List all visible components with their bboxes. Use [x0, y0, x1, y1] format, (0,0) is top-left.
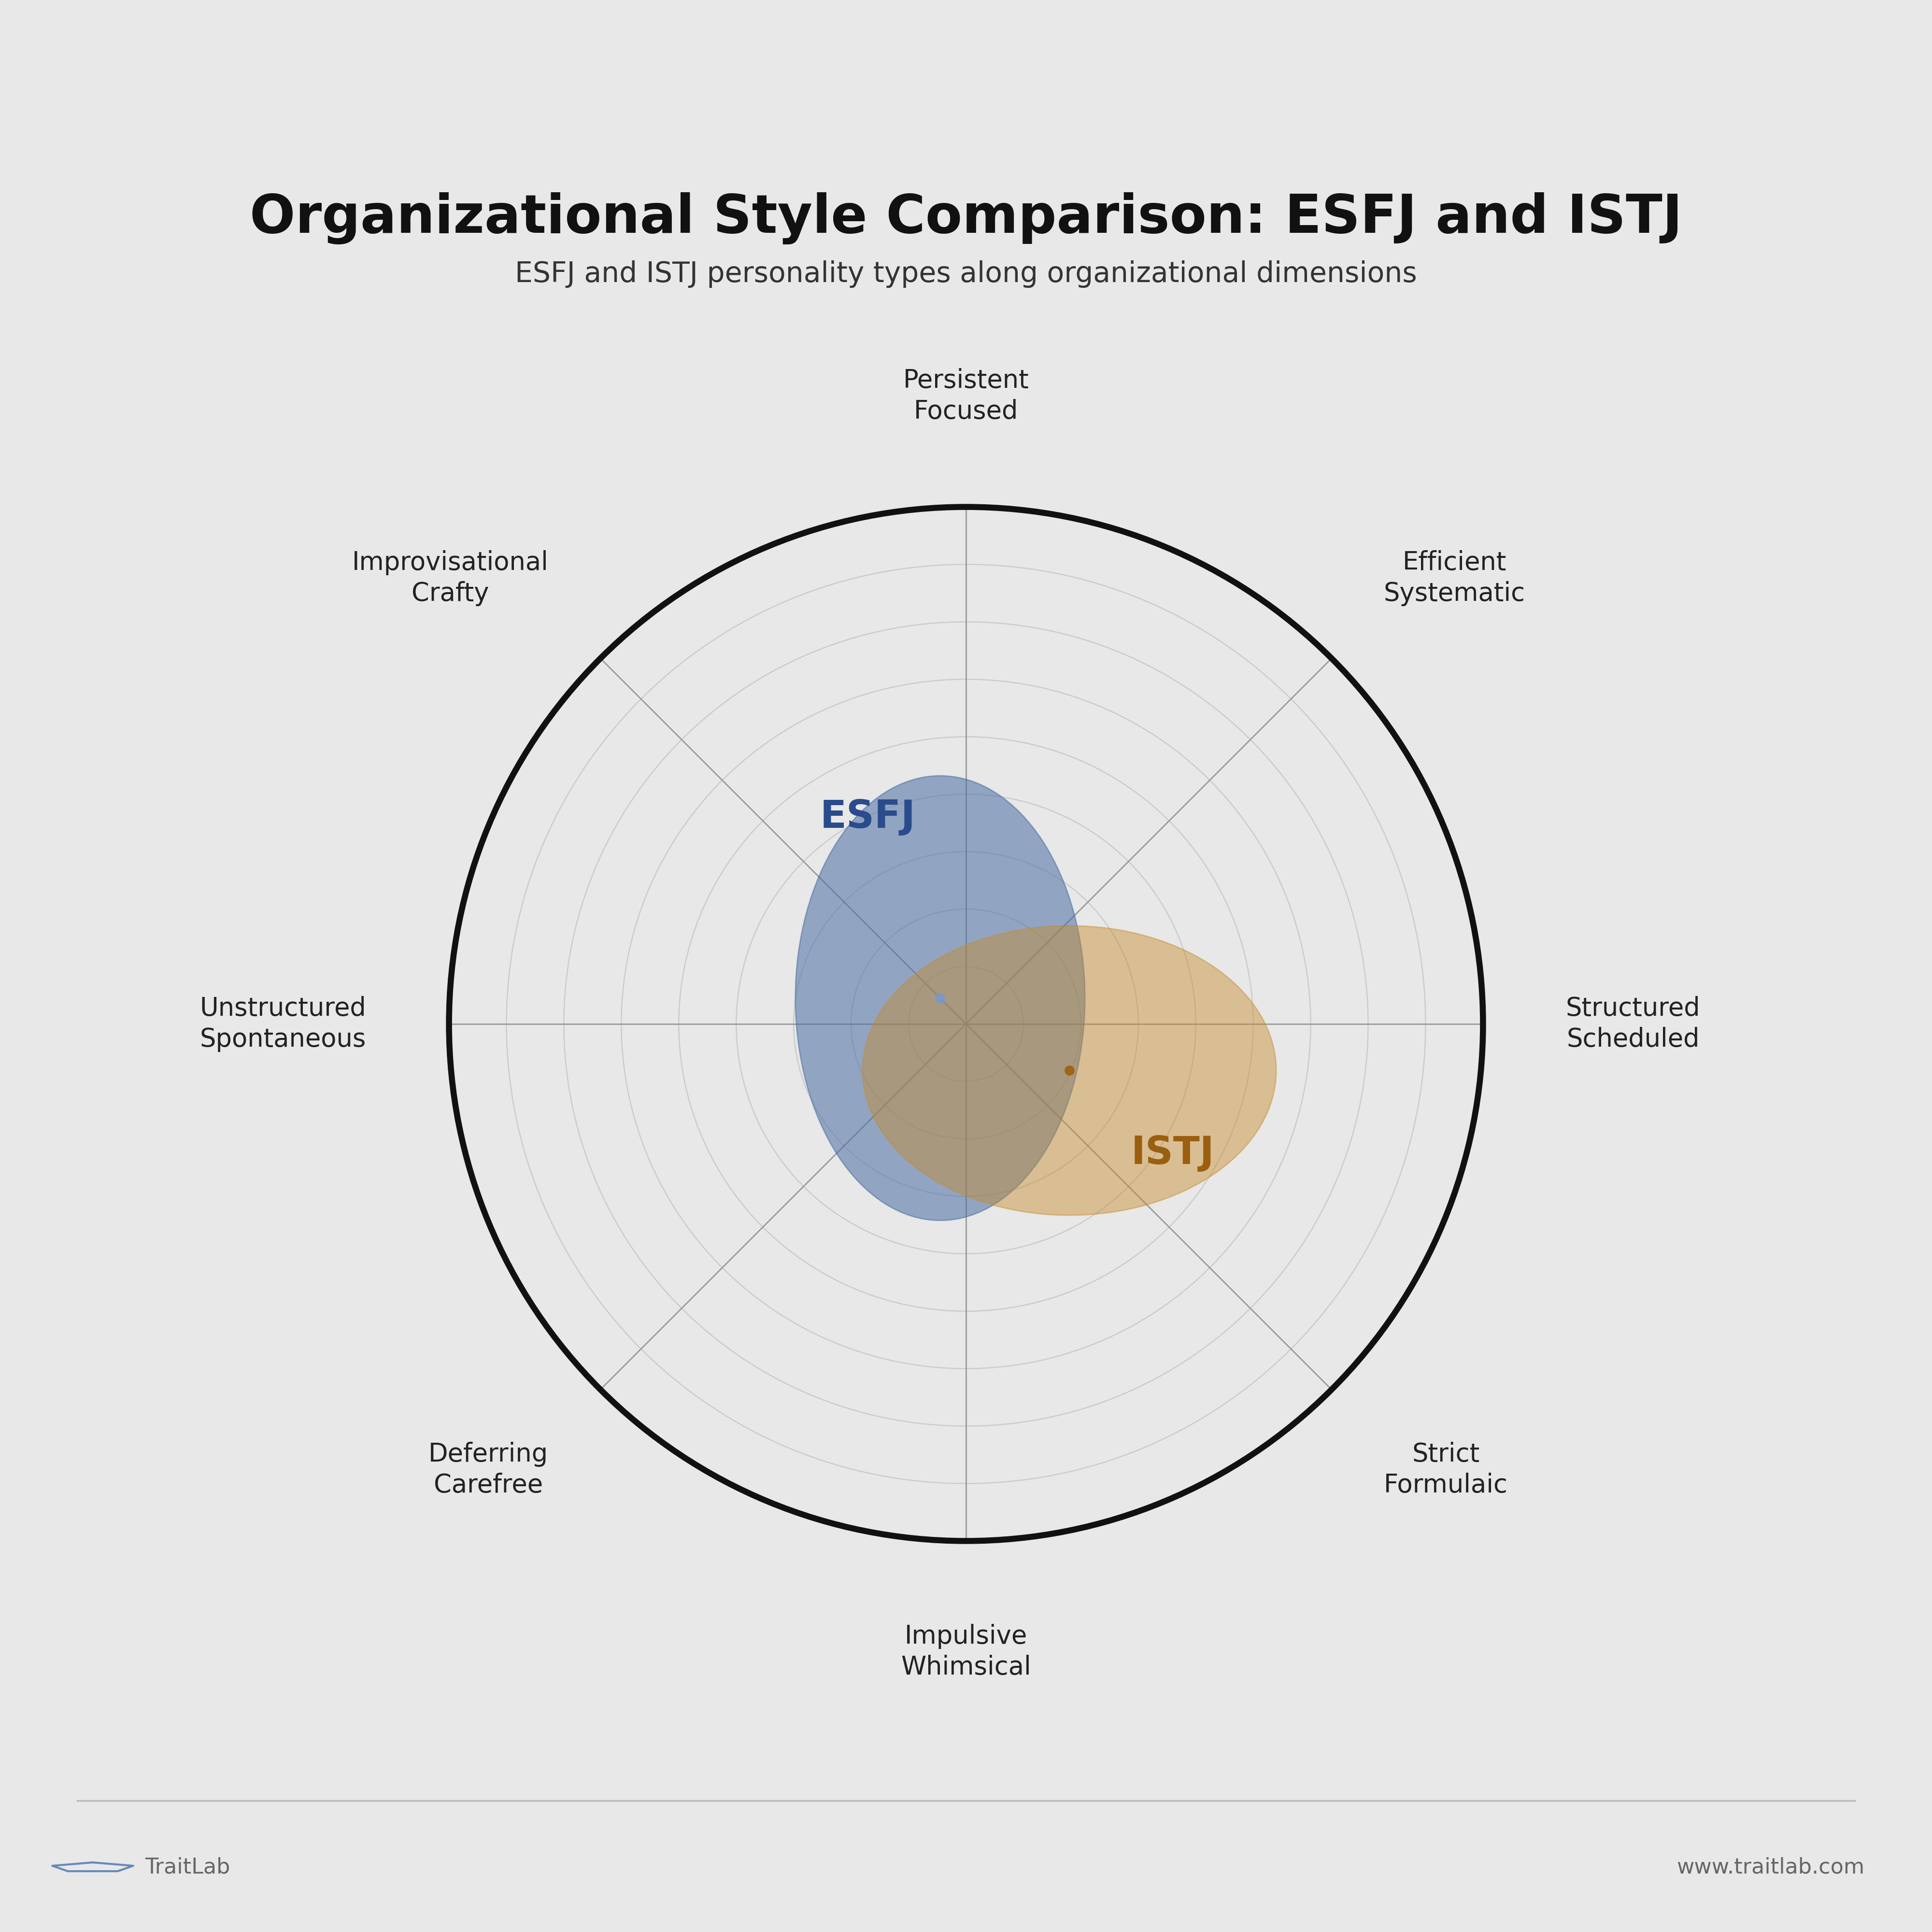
Ellipse shape: [796, 777, 1086, 1221]
Text: Unstructured
Spontaneous: Unstructured Spontaneous: [199, 995, 367, 1053]
Text: Efficient
Systematic: Efficient Systematic: [1383, 551, 1524, 607]
Text: Deferring
Carefree: Deferring Carefree: [429, 1441, 549, 1497]
Text: ESFJ: ESFJ: [819, 798, 916, 837]
Text: www.traitlab.com: www.traitlab.com: [1677, 1857, 1864, 1878]
Text: Improvisational
Crafty: Improvisational Crafty: [352, 551, 549, 607]
Text: ESFJ and ISTJ personality types along organizational dimensions: ESFJ and ISTJ personality types along or…: [516, 261, 1416, 288]
Text: Impulsive
Whimsical: Impulsive Whimsical: [900, 1623, 1032, 1679]
Text: ISTJ: ISTJ: [1130, 1134, 1215, 1173]
Ellipse shape: [862, 925, 1277, 1215]
Text: Organizational Style Comparison: ESFJ and ISTJ: Organizational Style Comparison: ESFJ an…: [249, 193, 1683, 243]
Text: Strict
Formulaic: Strict Formulaic: [1383, 1441, 1507, 1497]
Text: Persistent
Focused: Persistent Focused: [902, 369, 1030, 425]
Text: Structured
Scheduled: Structured Scheduled: [1565, 995, 1700, 1053]
Text: TraitLab: TraitLab: [145, 1857, 230, 1878]
